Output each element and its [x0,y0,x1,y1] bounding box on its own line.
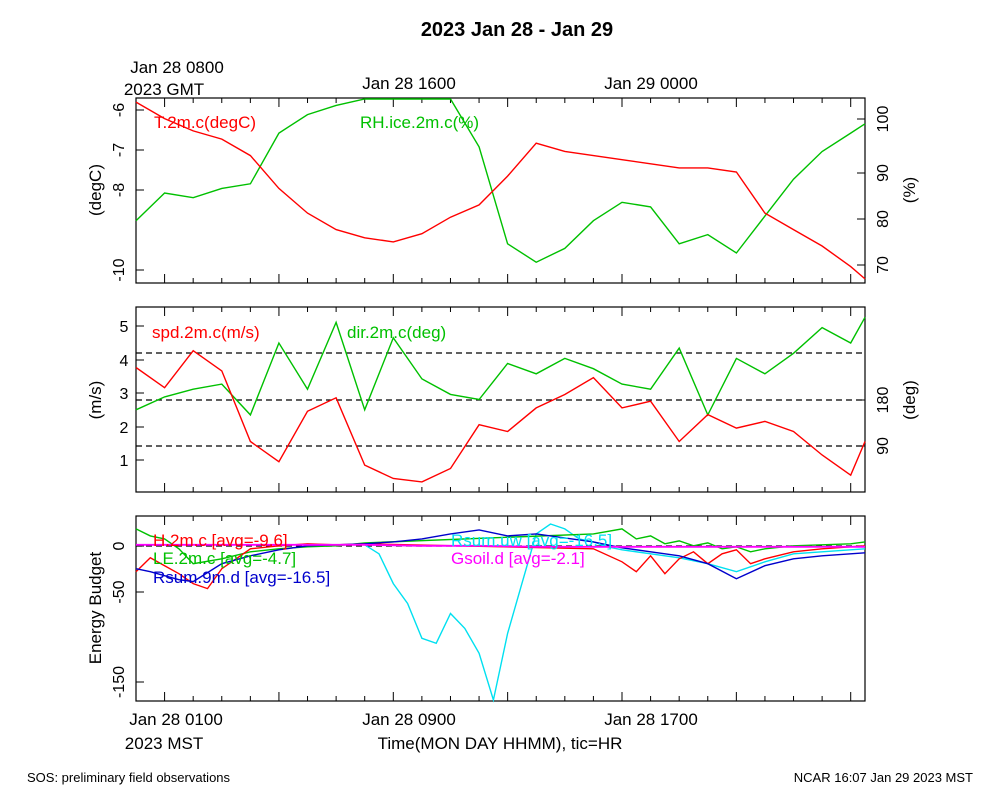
energy-ylabel: Energy Budget [86,551,105,664]
dir-ytick-label: 90 [875,437,892,455]
legend-gsoil: Gsoil.d [avg=-2.1] [451,549,585,568]
legend-rh-ice: RH.ice.2m.c(%) [360,113,479,132]
energy-ytick-label: -50 [111,580,128,603]
legend-le: LE.2m.c [avg=-4.7] [153,549,296,568]
spd-ytick-label: 3 [120,386,129,403]
chart-title: 2023 Jan 28 - Jan 29 [421,19,613,41]
spd-ytick-label: 2 [120,420,129,437]
top-time-label-2: Jan 28 1600 [362,74,456,93]
footer-left: SOS: preliminary field observations [27,770,231,785]
panel-energy-frame [135,515,866,702]
panel-energy-left-axis: 0 -50 -150 Energy Budget [86,541,144,698]
bottom-time-label-2: Jan 28 0900 [362,710,456,729]
rh-ytick-label: 90 [875,164,892,182]
panel-wind-x-ticks [135,307,852,492]
temp-ytick-label: -10 [111,258,128,281]
legend-h: H.2m.c [avg=-9.6] [153,531,288,550]
x-axis-label: Time(MON DAY HHMM), tic=HR [378,734,623,753]
rh-ytick-label: 80 [875,210,892,228]
series-line-wind-direction [135,316,866,417]
series-line-gsoil [136,543,865,548]
panel-energy-x-ticks [135,516,852,701]
temp-ytick-label: -6 [111,103,128,117]
dir-ytick-label: 180 [875,387,892,414]
series-line-temperature [135,101,866,280]
energy-ytick-label: 0 [111,541,128,550]
spd-ytick-label: 5 [120,319,129,336]
top-time-label-1-line1: Jan 28 0800 [130,58,224,77]
dir-ylabel: (deg) [900,380,919,420]
spd-ylabel: (m/s) [86,381,105,420]
temp-ylabel: (degC) [86,164,105,216]
rh-ytick-label: 100 [875,106,892,133]
panel-temp-x-ticks [135,98,852,283]
bottom-time-label-1-line2: 2023 MST [125,734,203,753]
bottom-time-label-3: Jan 28 1700 [604,710,698,729]
top-time-label-1-line2: 2023 GMT [124,80,204,99]
top-time-label-3: Jan 29 0000 [604,74,698,93]
legend-rsum-uw: Rsum.uw [avg=-16.5] [451,531,612,550]
legend-wind-direction: dir.2m.c(deg) [347,323,446,342]
spd-ytick-label: 4 [120,353,129,370]
legend-rsum-9m: Rsum.9m.d [avg=-16.5] [153,568,330,587]
series-line-h [135,543,866,590]
bottom-time-label-1-line1: Jan 28 0100 [129,710,223,729]
rh-ylabel: (%) [900,177,919,203]
energy-ytick-label: -150 [111,666,128,698]
legend-wind-speed: spd.2m.c(m/s) [152,323,260,342]
panel-temp-right-axis: 70 80 90 100 (%) [857,106,919,274]
temp-ytick-label: -7 [111,143,128,157]
panel-temp-left-axis: -6 -7 -8 -10 (degC) [86,103,144,282]
panel-wind-left-axis: 1 2 3 4 5 (m/s) [86,319,144,470]
series-line-rsum-uw [364,523,866,703]
series-line-rsum-9m [135,529,866,583]
legend-temperature: T.2m.c(degC) [154,113,256,132]
footer-right: NCAR 16:07 Jan 29 2023 MST [794,770,973,785]
rh-ytick-label: 70 [875,256,892,274]
series-line-wind-speed [135,349,866,483]
series-line-le [135,528,866,565]
spd-ytick-label: 1 [120,453,129,470]
temp-ytick-label: -8 [111,183,128,197]
